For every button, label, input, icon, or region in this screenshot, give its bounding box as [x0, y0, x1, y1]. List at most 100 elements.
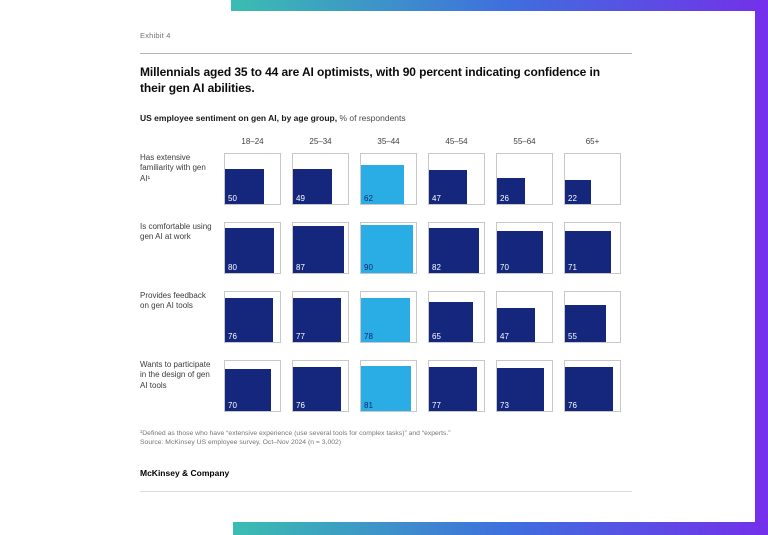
value-square: 78 — [361, 297, 410, 342]
value-label: 47 — [432, 193, 441, 203]
row-label: Provides feedback on gen AI tools — [140, 290, 206, 311]
value-label: 71 — [568, 262, 577, 272]
row-label: Has extensive familiarity with gen AI¹ — [140, 152, 206, 183]
chart-cell: 81 — [360, 359, 417, 412]
value-label: 87 — [296, 262, 305, 272]
value-label: 90 — [364, 262, 373, 272]
value-square: 65 — [429, 301, 474, 342]
mckinsey-logo: McKinsey & Company — [140, 467, 230, 478]
exhibit-title: Millennials aged 35 to 44 are AI optimis… — [140, 65, 600, 95]
chart-subtitle-label: US employee sentiment on gen AI, by age … — [140, 112, 338, 123]
value-label: 70 — [500, 262, 509, 272]
chart-cell: 90 — [360, 221, 417, 274]
footnote: ¹Defined as those who have “extensive ex… — [140, 429, 451, 437]
value-square: 62 — [361, 164, 405, 204]
value-square: 80 — [225, 228, 275, 273]
age-group-header: 65+ — [564, 137, 632, 146]
value-label: 76 — [568, 400, 577, 410]
chart-cell: 55 — [564, 290, 621, 343]
value-label: 22 — [568, 193, 577, 203]
age-group-header-row: 18–24 25–34 35–44 45–54 55–64 65+ — [140, 137, 632, 146]
age-group-header-label: 55–64 — [513, 136, 536, 146]
chart-cell: 47 — [496, 290, 553, 343]
chart-cell: 26 — [496, 152, 553, 205]
exhibit-label: Exhibit 4 — [140, 31, 171, 40]
chart-cell: 70 — [224, 359, 281, 412]
value-square: 22 — [565, 180, 591, 204]
chart-cell: 65 — [428, 290, 485, 343]
gradient-border-right — [755, 0, 768, 535]
value-square: 47 — [429, 169, 467, 204]
source-line: Source: McKinsey US employee survey, Oct… — [140, 439, 342, 447]
age-group-header-label: 35–44 — [377, 136, 400, 146]
value-square: 50 — [225, 168, 264, 204]
value-label: 81 — [364, 400, 373, 410]
value-square: 26 — [497, 178, 526, 204]
value-square: 82 — [429, 227, 479, 273]
chart-cell: 77 — [292, 290, 349, 343]
chart-cell: 76 — [292, 359, 349, 412]
chart-subtitle: US employee sentiment on gen AI, by age … — [140, 113, 632, 123]
chart-cell: 73 — [496, 359, 553, 412]
age-group-header: 25–34 — [292, 137, 360, 146]
value-label: 82 — [432, 262, 441, 272]
exhibit-content: Exhibit 4 Millennials aged 35 to 44 are … — [140, 0, 632, 492]
value-square: 81 — [361, 365, 411, 411]
row-label: Is comfortable using gen AI at work — [140, 221, 212, 242]
value-square: 87 — [293, 226, 345, 273]
age-group-header-label: 18–24 — [241, 136, 264, 146]
gradient-border-top — [231, 0, 768, 11]
value-label: 49 — [296, 193, 305, 203]
age-group-header: 55–64 — [496, 137, 564, 146]
row-label: Wants to participate in the design of ge… — [140, 359, 211, 390]
chart-cell: 80 — [224, 221, 281, 274]
gradient-border-bottom — [233, 522, 768, 535]
age-group-header-label: 65+ — [585, 136, 600, 146]
chart-subtitle-unit: % of respondents — [339, 112, 406, 123]
age-group-header: 18–24 — [224, 137, 292, 146]
value-label: 76 — [296, 400, 305, 410]
value-square: 76 — [565, 367, 613, 411]
value-square: 71 — [565, 230, 612, 273]
chart-cell: 47 — [428, 152, 485, 205]
value-label: 50 — [228, 193, 237, 203]
value-label: 73 — [500, 400, 509, 410]
value-label: 78 — [364, 331, 373, 341]
value-square: 49 — [293, 168, 332, 204]
value-label: 47 — [500, 331, 509, 341]
chart-cell: 78 — [360, 290, 417, 343]
chart-cell: 87 — [292, 221, 349, 274]
value-square: 55 — [565, 304, 606, 342]
value-square: 47 — [497, 307, 535, 342]
age-group-header: 45–54 — [428, 137, 496, 146]
value-square: 70 — [497, 231, 544, 273]
chart-cell: 76 — [564, 359, 621, 412]
age-group-header-label: 45–54 — [445, 136, 468, 146]
value-label: 62 — [364, 193, 373, 203]
value-label: 70 — [228, 400, 237, 410]
value-label: 80 — [228, 262, 237, 272]
value-square: 73 — [497, 368, 544, 411]
value-label: 26 — [500, 193, 509, 203]
value-label: 77 — [432, 400, 441, 410]
value-square: 90 — [361, 225, 414, 273]
age-group-header-label: 25–34 — [309, 136, 332, 146]
chart-cell: 82 — [428, 221, 485, 274]
bottom-divider — [140, 490, 632, 492]
top-divider — [140, 53, 632, 54]
chart-cell: 50 — [224, 152, 281, 205]
value-label: 77 — [296, 331, 305, 341]
chart-cell: 76 — [224, 290, 281, 343]
chart-cell: 70 — [496, 221, 553, 274]
value-label: 65 — [432, 331, 441, 341]
value-label: 55 — [568, 331, 577, 341]
value-square: 70 — [225, 369, 272, 411]
chart-cell: 22 — [564, 152, 621, 205]
chart-grid: Has extensive familiarity with gen AI¹ 50… — [140, 152, 632, 412]
value-label: 76 — [228, 331, 237, 341]
chart-cell: 49 — [292, 152, 349, 205]
value-square: 76 — [293, 367, 341, 411]
value-square: 77 — [429, 367, 478, 411]
chart-cell: 77 — [428, 359, 485, 412]
